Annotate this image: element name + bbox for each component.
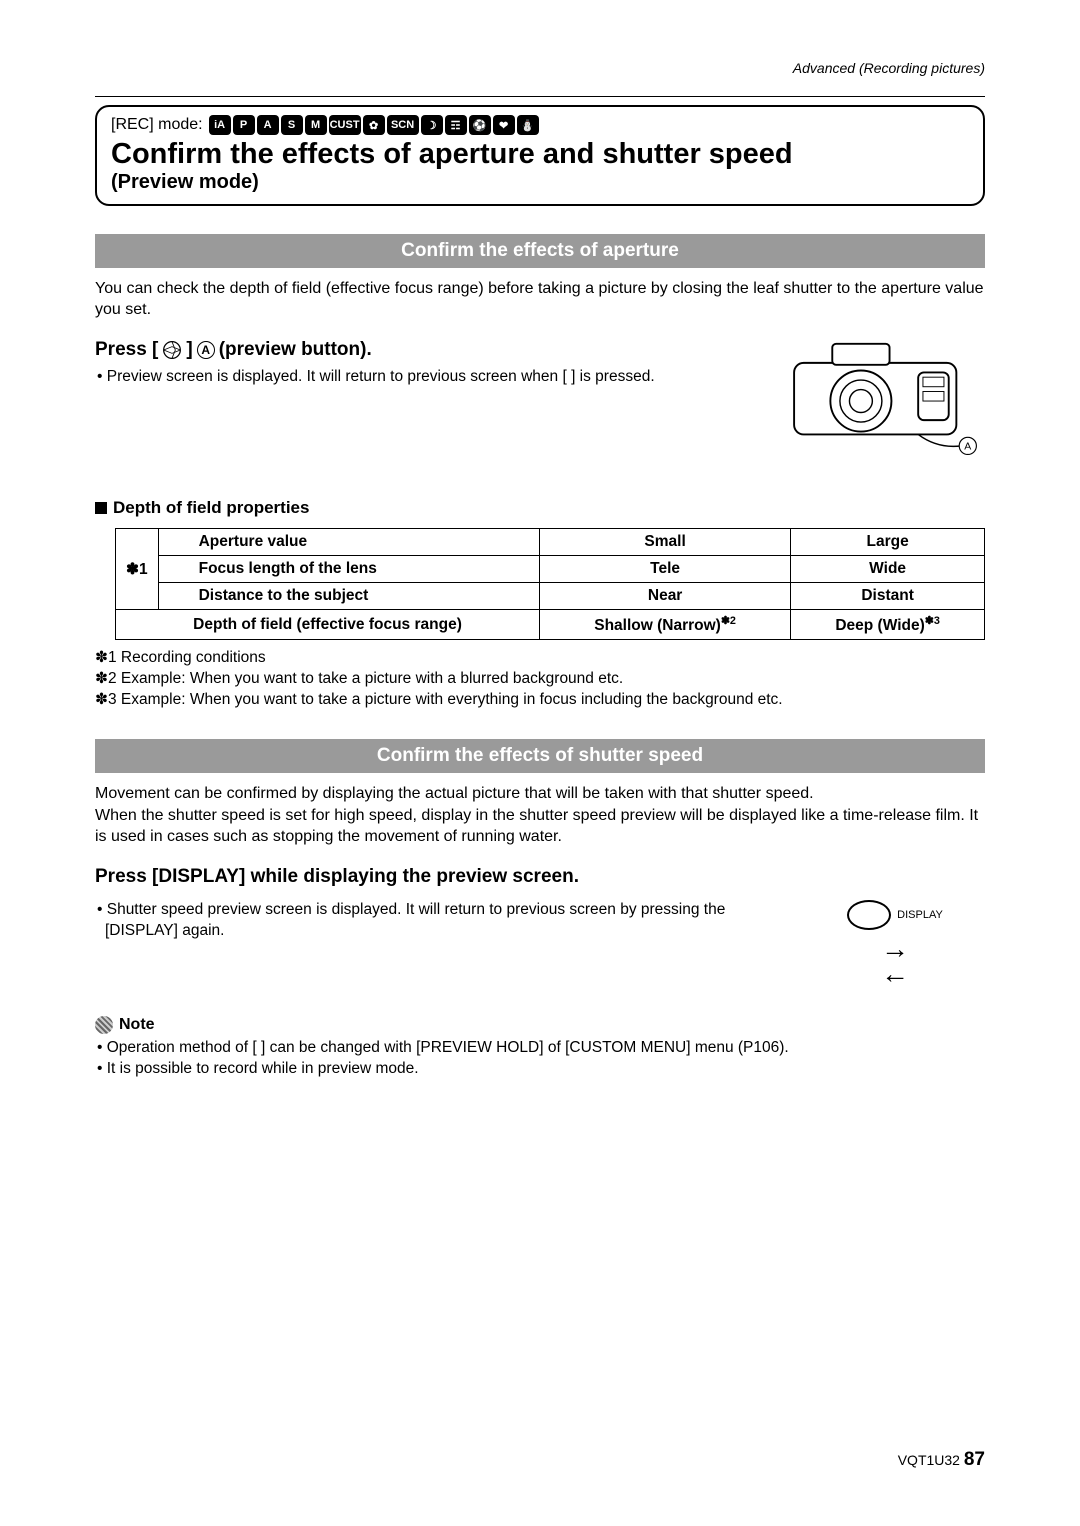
shutter-bullet: • Shutter speed preview screen is displa… — [95, 900, 745, 942]
mode-icon: ☶ — [445, 115, 467, 135]
title-box: [REC] mode: iA P A S M CUST ✿ SCN ☽ ☶ ⚽ … — [95, 105, 985, 206]
mode-icon: A — [257, 115, 279, 135]
mode-icon: CUST — [329, 115, 361, 135]
table-row: Depth of field (effective focus range) S… — [116, 610, 985, 640]
table-row: Distance to the subject Near Distant — [116, 583, 985, 610]
press-label-part: ] — [186, 339, 192, 361]
svg-text:A: A — [964, 442, 971, 453]
mode-icon: S — [281, 115, 303, 135]
section-shutter-heading: Confirm the effects of shutter speed — [95, 739, 985, 773]
mode-icon: ✿ — [363, 115, 385, 135]
mode-icon: iA — [209, 115, 231, 135]
main-subtitle: (Preview mode) — [111, 171, 969, 194]
footnote-item: ✽3 Example: When you want to take a pict… — [95, 690, 985, 711]
mode-icon: ⚽ — [469, 115, 491, 135]
circled-a-icon: A — [197, 341, 215, 359]
table-cell: Focus length of the lens — [158, 556, 539, 583]
note-item: • It is possible to record while in prev… — [95, 1059, 985, 1080]
table-cell: Small — [540, 529, 791, 556]
table-cell: Depth of field (effective focus range) — [116, 610, 540, 640]
mode-icon: ⛄ — [517, 115, 539, 135]
dof-table: ✽1 Aperture value Small Large Focus leng… — [115, 528, 985, 640]
display-button-label: DISPLAY — [897, 909, 943, 921]
mode-icon: ❤ — [493, 115, 515, 135]
page-footer: VQT1U32 87 — [898, 1449, 985, 1471]
press-label-part: (preview button). — [219, 339, 372, 361]
header-advanced: Advanced (Recording pictures) — [95, 60, 985, 76]
note-list: • Operation method of [ ] can be changed… — [95, 1038, 985, 1080]
note-heading-text: Note — [119, 1016, 155, 1034]
display-button-icon — [847, 900, 891, 930]
camera-illustration: A — [775, 339, 985, 468]
table-row: Focus length of the lens Tele Wide — [116, 556, 985, 583]
table-row: ✽1 Aperture value Small Large — [116, 529, 985, 556]
table-cell: Large — [791, 529, 985, 556]
mode-icon: ☽ — [421, 115, 443, 135]
page-number: 87 — [964, 1449, 985, 1470]
press-label-part: Press [ — [95, 339, 158, 361]
note-heading: Note — [95, 1016, 985, 1034]
table-cell: Distant — [791, 583, 985, 610]
dof-subheading: Depth of field properties — [95, 498, 985, 518]
table-cell: Near — [540, 583, 791, 610]
table-cell: Wide — [791, 556, 985, 583]
table-cell: Shallow (Narrow)✽2 — [540, 610, 791, 640]
section-aperture-heading: Confirm the effects of aperture — [95, 234, 985, 268]
dof-star-cell: ✽1 — [116, 529, 159, 610]
aperture-instruction-row: Press [ ] A (preview button). • Preview … — [95, 339, 985, 468]
aperture-intro: You can check the depth of field (effect… — [95, 278, 985, 321]
shutter-instruction-row: • Shutter speed preview screen is displa… — [95, 900, 985, 986]
table-cell: Deep (Wide)✽3 — [791, 610, 985, 640]
rec-mode-label: [REC] mode: — [111, 116, 203, 134]
main-title: Confirm the effects of aperture and shut… — [111, 139, 969, 171]
footer-code: VQT1U32 — [898, 1452, 960, 1468]
iris-icon — [162, 340, 182, 360]
footnote-item: ✽1 Recording conditions — [95, 648, 985, 669]
mode-icon: P — [233, 115, 255, 135]
mode-icon: SCN — [387, 115, 419, 135]
display-button-figure: DISPLAY → ← — [805, 900, 985, 986]
arrows-icon: → ← — [881, 936, 909, 986]
note-item: • Operation method of [ ] can be changed… — [95, 1038, 985, 1059]
mode-icon: M — [305, 115, 327, 135]
footnote-item: ✽2 Example: When you want to take a pict… — [95, 669, 985, 690]
dof-heading-text: Depth of field properties — [113, 498, 309, 518]
mode-icons-container: iA P A S M CUST ✿ SCN ☽ ☶ ⚽ ❤ ⛄ — [209, 115, 539, 135]
table-cell: Tele — [540, 556, 791, 583]
press-display-heading: Press [DISPLAY] while displaying the pre… — [95, 866, 985, 888]
press-preview-heading: Press [ ] A (preview button). — [95, 339, 735, 361]
table-cell: Aperture value — [158, 529, 539, 556]
header-rule — [95, 96, 985, 97]
black-square-icon — [95, 502, 107, 514]
table-cell: Distance to the subject — [158, 583, 539, 610]
dof-footnotes: ✽1 Recording conditions ✽2 Example: When… — [95, 648, 985, 711]
note-icon — [95, 1016, 113, 1034]
preview-bullet: • Preview screen is displayed. It will r… — [95, 367, 735, 388]
rec-mode-row: [REC] mode: iA P A S M CUST ✿ SCN ☽ ☶ ⚽ … — [111, 115, 969, 135]
shutter-intro: Movement can be confirmed by displaying … — [95, 783, 985, 848]
